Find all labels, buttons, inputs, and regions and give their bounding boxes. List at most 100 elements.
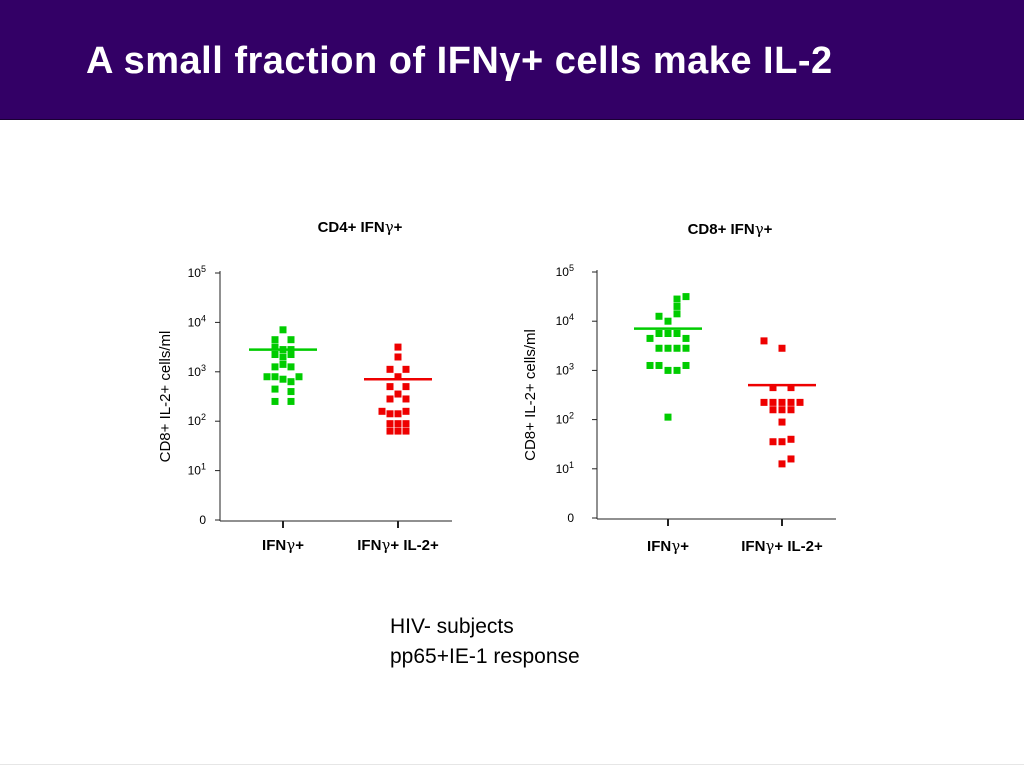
data-point xyxy=(787,398,795,406)
data-point xyxy=(769,398,777,406)
data-point xyxy=(263,373,271,381)
data-point xyxy=(386,427,394,435)
data-point xyxy=(287,351,295,359)
data-point xyxy=(402,427,410,435)
data-point xyxy=(778,460,786,468)
data-point xyxy=(279,326,287,334)
title-banner: A small fraction of IFNγ+ cells make IL-… xyxy=(0,0,1024,120)
data-point xyxy=(271,373,279,381)
data-point xyxy=(673,366,681,374)
data-point xyxy=(664,317,672,325)
data-point xyxy=(664,413,672,421)
data-point xyxy=(402,365,410,373)
data-point xyxy=(646,334,654,342)
data-point xyxy=(655,312,663,320)
data-point xyxy=(402,420,410,428)
data-point xyxy=(378,407,386,415)
data-point xyxy=(287,388,295,396)
data-point xyxy=(394,373,402,381)
x-tick-label: IFNγ+ xyxy=(647,537,689,555)
data-point xyxy=(787,384,795,392)
data-point xyxy=(295,373,303,381)
data-point xyxy=(287,336,295,344)
data-point xyxy=(682,361,690,369)
chart-title: CD8+ IFNγ+ xyxy=(688,220,773,238)
data-point xyxy=(386,383,394,391)
data-point xyxy=(646,361,654,369)
data-point xyxy=(769,384,777,392)
data-point xyxy=(673,344,681,352)
y-tick-label: 102 xyxy=(188,412,206,428)
x-tick-label: IFNγ+ IL-2+ xyxy=(741,537,823,555)
data-point xyxy=(394,410,402,418)
y-axis-label: CD8+ IL-2+ cells/ml xyxy=(157,331,174,463)
data-point xyxy=(279,375,287,383)
data-point xyxy=(778,398,786,406)
chart-title: CD4+ IFNγ+ xyxy=(318,218,403,236)
data-point xyxy=(664,330,672,337)
data-point xyxy=(287,363,295,371)
data-point xyxy=(682,344,690,352)
data-point xyxy=(271,385,279,393)
x-tick-label: IFNγ+ xyxy=(262,536,304,554)
data-point xyxy=(386,410,394,418)
data-point xyxy=(394,420,402,428)
data-point xyxy=(271,397,279,405)
data-point xyxy=(402,395,410,403)
y-tick-label: 101 xyxy=(556,460,574,476)
slide-title: A small fraction of IFNγ+ cells make IL-… xyxy=(86,40,833,82)
data-point xyxy=(394,390,402,398)
data-point xyxy=(271,351,279,359)
data-point xyxy=(769,438,777,446)
y-tick-label: 0 xyxy=(199,513,206,527)
data-point xyxy=(279,346,287,354)
data-point xyxy=(394,427,402,435)
data-point xyxy=(673,295,681,303)
data-point xyxy=(287,346,295,354)
footer-divider xyxy=(0,764,1024,765)
data-point xyxy=(279,360,287,368)
x-tick-label: IFNγ+ IL-2+ xyxy=(357,536,439,554)
data-point xyxy=(778,418,786,426)
data-point xyxy=(769,406,777,414)
data-point xyxy=(279,353,287,361)
data-point xyxy=(664,366,672,374)
data-point xyxy=(402,407,410,415)
data-point xyxy=(778,406,786,414)
y-axis-label: CD8+ IL-2+ cells/ml xyxy=(522,329,539,461)
data-point xyxy=(271,336,279,344)
data-point xyxy=(287,378,295,386)
data-point xyxy=(394,343,402,351)
y-tick-label: 104 xyxy=(556,312,574,328)
data-point xyxy=(673,330,681,337)
caption-subjects: HIV- subjects xyxy=(390,615,514,638)
y-tick-label: 105 xyxy=(188,264,206,280)
data-point xyxy=(271,343,279,351)
data-point xyxy=(778,438,786,446)
y-tick-label: 103 xyxy=(556,361,574,377)
data-point xyxy=(655,361,663,369)
y-tick-label: 103 xyxy=(188,363,206,379)
y-tick-label: 102 xyxy=(556,411,574,427)
caption-response: pp65+IE-1 response xyxy=(390,645,580,668)
data-point xyxy=(682,293,690,301)
data-point xyxy=(787,435,795,443)
data-point xyxy=(655,344,663,352)
data-point xyxy=(787,455,795,463)
data-point xyxy=(664,344,672,352)
data-point xyxy=(271,363,279,371)
y-tick-label: 101 xyxy=(188,462,206,478)
data-point xyxy=(287,397,295,405)
y-tick-label: 104 xyxy=(188,313,206,329)
data-point xyxy=(386,365,394,373)
data-point xyxy=(760,337,768,345)
data-point xyxy=(673,302,681,310)
caption: HIV- subjects pp65+IE-1 response xyxy=(390,612,580,672)
data-point xyxy=(386,395,394,403)
data-point xyxy=(796,398,804,406)
data-point xyxy=(402,383,410,391)
data-point xyxy=(655,330,663,337)
data-point xyxy=(682,334,690,342)
y-tick-label: 0 xyxy=(567,511,574,525)
